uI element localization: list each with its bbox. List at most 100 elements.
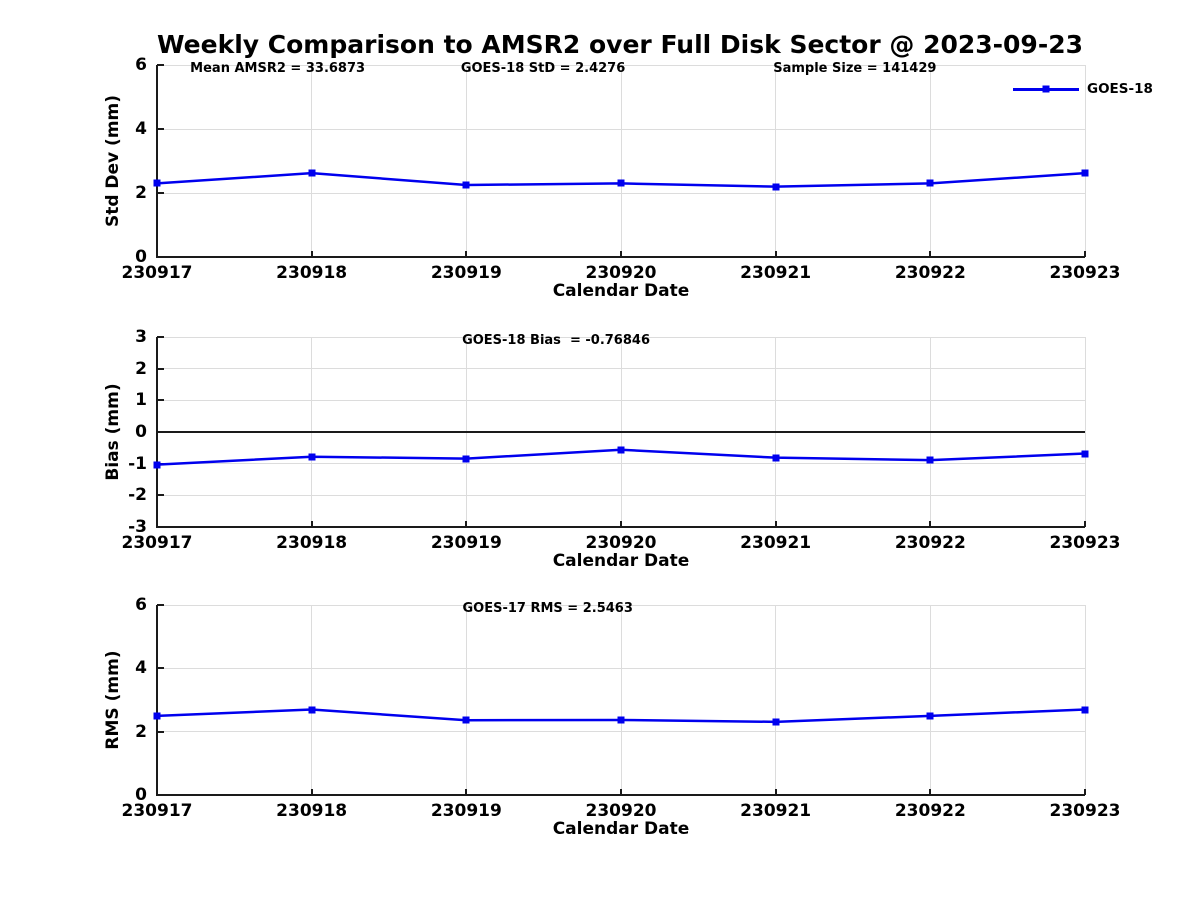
- annotation: GOES-18 Bias = -0.76846: [462, 333, 650, 348]
- x-axis-tick: [156, 251, 158, 257]
- data-point-marker: [153, 712, 161, 720]
- annotation: GOES-17 RMS = 2.5463: [462, 601, 633, 616]
- y-axis-tick: [157, 128, 164, 130]
- grid-line-vertical: [620, 65, 622, 257]
- x-tick-label: 230918: [276, 533, 348, 553]
- grid-line-vertical: [775, 605, 777, 795]
- data-point-marker: [462, 181, 470, 189]
- data-point-marker: [462, 716, 470, 724]
- grid-line-vertical: [1084, 337, 1086, 527]
- x-tick-label: 230918: [276, 801, 348, 821]
- grid-line-horizontal: [157, 368, 1085, 370]
- x-tick-label: 230920: [585, 533, 657, 553]
- annotation: Mean AMSR2 = 33.6873: [190, 61, 366, 76]
- y-axis-tick: [157, 399, 164, 402]
- x-tick-label: 230919: [430, 263, 502, 283]
- y-tick-label: 0: [135, 422, 147, 442]
- y-axis-tick: [157, 256, 164, 258]
- x-axis-tick: [465, 789, 468, 795]
- y-tick-label: 6: [135, 595, 147, 615]
- data-point-marker: [617, 179, 625, 187]
- x-axis-tick: [929, 521, 932, 527]
- data-point-marker: [1081, 169, 1089, 177]
- figure-title: Weekly Comparison to AMSR2 over Full Dis…: [156, 30, 1083, 59]
- x-tick-label: 230923: [1049, 263, 1121, 283]
- y-axis-tick: [157, 64, 164, 66]
- data-point-marker: [308, 706, 316, 713]
- y-axis-tick: [157, 526, 164, 528]
- y-axis-spine: [156, 65, 158, 258]
- y-tick-label: -1: [128, 453, 147, 474]
- annotation: Sample Size = 141429: [773, 61, 937, 76]
- zero-reference-line: [157, 431, 1085, 433]
- y-tick-label: 0: [135, 247, 147, 267]
- grid-line-horizontal: [157, 463, 1085, 465]
- data-point-marker: [617, 446, 625, 454]
- y-tick-label: 4: [135, 658, 147, 679]
- y-tick-label: 3: [135, 327, 147, 347]
- y-axis-spine: [156, 605, 158, 796]
- y-axis-tick: [157, 794, 164, 796]
- data-point-marker: [308, 169, 316, 177]
- data-point-marker: [926, 456, 934, 464]
- x-tick-label: 230922: [894, 263, 966, 283]
- x-axis-tick: [620, 521, 622, 527]
- y-axis-tick: [157, 604, 164, 606]
- x-axis-label: Calendar Date: [552, 551, 690, 571]
- x-axis-tick: [774, 251, 777, 257]
- grid-line-vertical: [465, 65, 467, 257]
- plot-area-rms: RMS (mm) Calendar Date 230917 230918 23091…: [103, 595, 1120, 839]
- x-tick-label: 230921: [740, 263, 812, 283]
- x-tick-label: 230917: [121, 801, 193, 821]
- x-axis-tick: [310, 789, 313, 795]
- y-tick-label: 4: [135, 119, 147, 139]
- x-tick-label: 230923: [1049, 801, 1121, 821]
- legend-line: [1013, 85, 1079, 93]
- y-axis-label: Std Dev (mm): [103, 94, 123, 228]
- data-point-marker: [153, 461, 161, 469]
- series-line: [156, 708, 1086, 724]
- x-tick-label: 230922: [894, 801, 966, 821]
- grid-line-vertical: [929, 65, 931, 257]
- grid-line-vertical: [775, 65, 777, 257]
- x-tick-label: 230917: [121, 533, 193, 553]
- legend-label: GOES-18: [1087, 81, 1153, 97]
- data-point-marker: [772, 454, 780, 462]
- x-axis-spine: [156, 526, 1085, 528]
- x-tick-label: 230921: [740, 801, 812, 821]
- y-axis-tick: [157, 667, 164, 670]
- x-tick-label: 230920: [585, 801, 657, 821]
- y-axis-tick: [157, 336, 164, 338]
- x-axis-spine: [156, 794, 1085, 796]
- data-point-marker: [772, 718, 780, 726]
- data-point-marker: [1081, 450, 1089, 458]
- x-axis-tick: [1084, 789, 1086, 795]
- y-axis-tick: [157, 192, 164, 194]
- x-axis-tick: [620, 789, 622, 795]
- y-tick-label: -3: [128, 517, 147, 537]
- x-axis-tick: [1084, 251, 1086, 257]
- x-tick-label: 230918: [276, 263, 348, 283]
- data-point-marker: [772, 183, 780, 191]
- x-tick-label: 230921: [740, 533, 812, 553]
- y-tick-label: 1: [135, 390, 147, 411]
- annotation: GOES-18 StD = 2.4276: [460, 61, 626, 76]
- x-axis-tick: [310, 251, 313, 257]
- y-tick-label: 2: [135, 183, 147, 203]
- grid-line-vertical: [311, 605, 313, 795]
- x-axis-label: Calendar Date: [552, 819, 690, 839]
- y-tick-label: 0: [135, 785, 147, 805]
- y-tick-label: 2: [135, 721, 147, 742]
- data-point-marker: [1081, 706, 1089, 713]
- grid-line-vertical: [929, 605, 931, 795]
- grid-line-horizontal: [157, 667, 1085, 669]
- grid-line-horizontal: [157, 604, 1085, 606]
- grid-line-vertical: [1084, 65, 1086, 257]
- plot-area-stddev: Std Dev (mm) Calendar Date GOES-18 23091…: [103, 55, 1153, 301]
- y-axis-tick: [157, 367, 164, 370]
- x-tick-label: 230917: [121, 263, 193, 283]
- x-tick-label: 230922: [894, 533, 966, 553]
- data-point-marker: [617, 716, 625, 724]
- grid-line-vertical: [465, 605, 467, 795]
